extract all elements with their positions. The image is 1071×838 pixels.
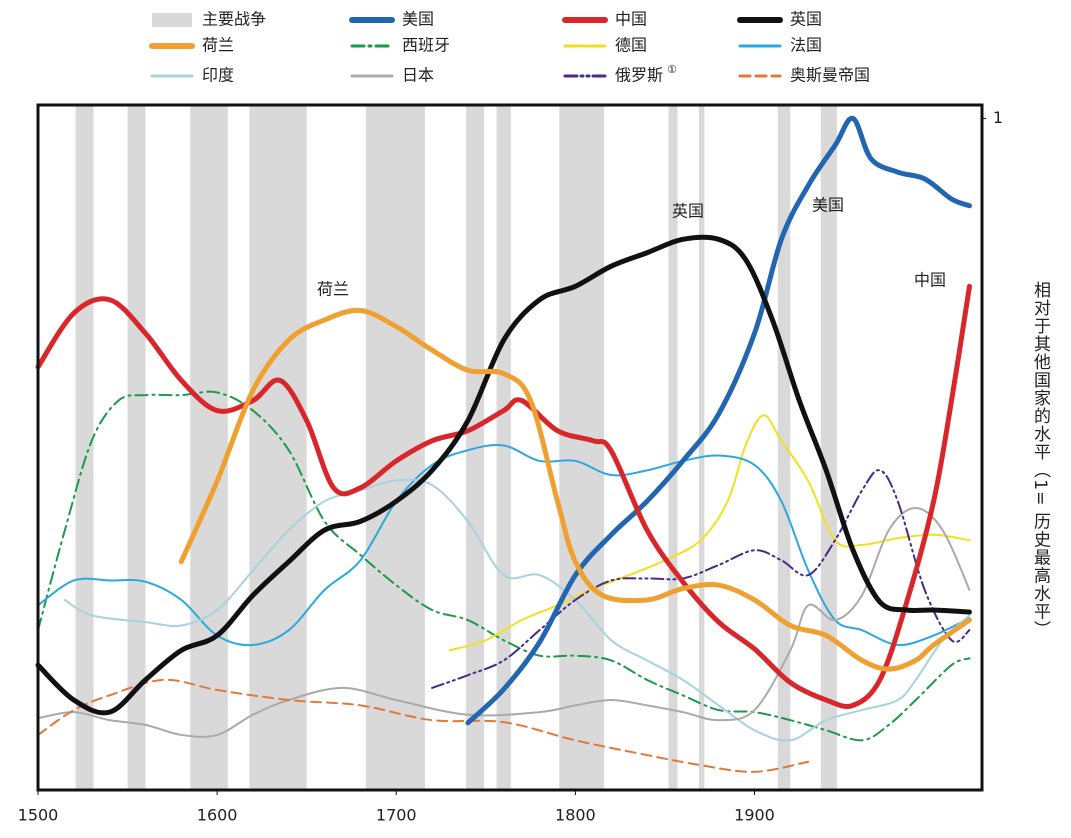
y-tick-label: 1 <box>993 108 1003 127</box>
war-band <box>249 105 307 790</box>
annotation: 英国 <box>672 202 704 221</box>
annotation: 美国 <box>812 196 844 215</box>
war-band <box>75 105 94 790</box>
war-band <box>698 105 705 790</box>
series-line <box>448 414 971 652</box>
x-tick-label: 1900 <box>734 806 775 825</box>
legend-swatch <box>152 13 192 27</box>
legend-note: ① <box>667 63 677 76</box>
war-band <box>496 105 511 790</box>
war-band <box>127 105 146 790</box>
x-tick-label: 1600 <box>197 806 238 825</box>
annotation: 荷兰 <box>317 280 349 299</box>
war-band <box>777 105 791 790</box>
x-tick-label: 1700 <box>376 806 417 825</box>
legend-label: 日本 <box>402 66 434 85</box>
legend-label: 俄罗斯 <box>615 66 663 85</box>
legend-label: 印度 <box>202 66 234 85</box>
x-tick-label: 1500 <box>18 806 59 825</box>
war-band <box>668 105 678 790</box>
annotation: 中国 <box>914 271 946 290</box>
war-band <box>559 105 605 790</box>
series-line <box>37 506 971 738</box>
plot-frame <box>36 103 984 792</box>
legend-label: 主要战争 <box>202 10 266 29</box>
legend-label: 奥斯曼帝国 <box>790 66 870 85</box>
legend-label: 西班牙 <box>402 36 450 55</box>
series-line <box>63 478 971 742</box>
legend-label: 荷兰 <box>202 36 234 55</box>
series-line <box>431 469 971 689</box>
series-line <box>35 283 972 709</box>
war-band <box>190 105 228 790</box>
series-line <box>37 678 810 773</box>
legend-label: 中国 <box>615 10 647 29</box>
legend-label: 英国 <box>790 10 822 29</box>
legend-label: 德国 <box>615 36 647 55</box>
series-line <box>178 307 972 672</box>
legend-label: 美国 <box>402 10 434 29</box>
legend-label: 法国 <box>790 36 822 55</box>
y-axis-label: 相对于其他国家的水平（1= 历史最高水平） <box>1030 281 1051 639</box>
series-line <box>35 234 972 716</box>
x-tick-label: 1800 <box>555 806 596 825</box>
